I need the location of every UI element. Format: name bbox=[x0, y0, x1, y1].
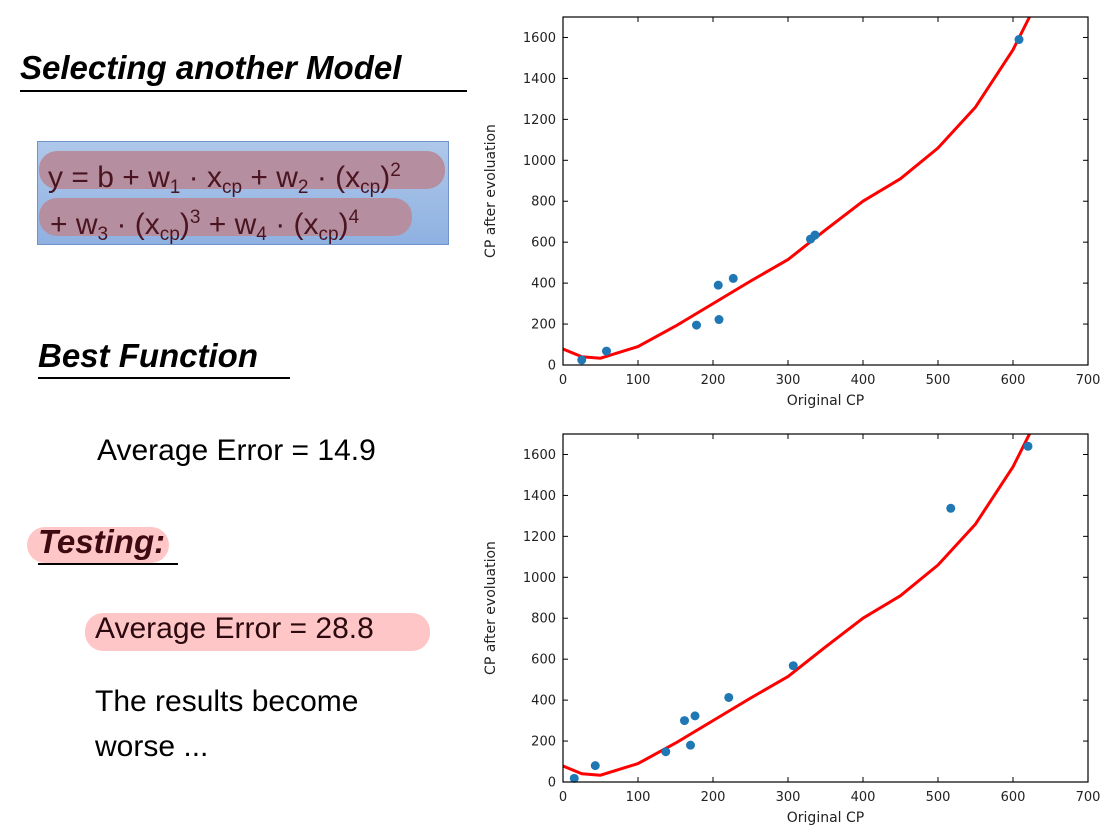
heading-best-function: Best Function bbox=[38, 337, 258, 374]
x-tick-label: 600 bbox=[1001, 373, 1026, 388]
x-tick-label: 500 bbox=[926, 373, 951, 388]
data-point bbox=[692, 320, 701, 330]
x-tick-label: 400 bbox=[851, 790, 876, 805]
y-axis-label: CP after evoluation bbox=[483, 541, 499, 675]
y-tick-label: 400 bbox=[531, 694, 556, 709]
data-point bbox=[690, 711, 700, 721]
data-point bbox=[1023, 441, 1033, 451]
y-tick-label: 1600 bbox=[523, 31, 556, 46]
y-tick-label: 800 bbox=[531, 195, 556, 210]
y-tick-label: 800 bbox=[531, 612, 556, 627]
heading-testing: Testing: bbox=[38, 523, 166, 560]
y-tick-label: 1400 bbox=[523, 72, 556, 87]
y-tick-label: 600 bbox=[531, 236, 556, 251]
x-tick-label: 300 bbox=[776, 790, 801, 805]
x-tick-label: 700 bbox=[1076, 373, 1101, 388]
data-point bbox=[1014, 35, 1024, 45]
data-point bbox=[788, 661, 798, 671]
y-tick-label: 400 bbox=[531, 277, 556, 292]
x-axis-label: Original CP bbox=[787, 810, 864, 826]
data-point bbox=[661, 747, 671, 757]
x-tick-label: 600 bbox=[1001, 790, 1026, 805]
data-point bbox=[680, 716, 689, 726]
y-tick-label: 200 bbox=[531, 318, 556, 333]
data-point bbox=[577, 355, 587, 365]
data-point bbox=[714, 315, 724, 325]
y-tick-label: 1600 bbox=[523, 448, 556, 463]
data-point bbox=[590, 761, 600, 771]
heading-best-underline bbox=[38, 377, 290, 379]
average-error-test-highlight bbox=[85, 613, 430, 651]
x-tick-label: 700 bbox=[1076, 790, 1101, 805]
data-point bbox=[810, 230, 820, 240]
x-axis-label: Original CP bbox=[787, 393, 864, 409]
plot-frame bbox=[562, 16, 1089, 366]
y-tick-label: 0 bbox=[548, 359, 556, 374]
y-axis-label: CP after evoluation bbox=[483, 124, 499, 258]
result-line-2: worse ... bbox=[95, 730, 209, 763]
data-point bbox=[713, 280, 723, 290]
x-tick-label: 0 bbox=[559, 373, 567, 388]
data-point bbox=[946, 503, 956, 513]
plot-frame bbox=[562, 433, 1089, 783]
x-tick-label: 500 bbox=[926, 790, 951, 805]
y-tick-label: 1000 bbox=[523, 571, 556, 586]
heading-testing-underline bbox=[38, 563, 178, 565]
formula-line-1: y = b + w1 · xcp + w2 · (xcp)2 bbox=[48, 160, 401, 198]
y-tick-label: 1400 bbox=[523, 489, 556, 504]
x-tick-label: 100 bbox=[626, 790, 651, 805]
data-point bbox=[686, 740, 695, 750]
x-tick-label: 300 bbox=[776, 373, 801, 388]
heading-underline bbox=[20, 90, 467, 92]
y-tick-label: 1200 bbox=[523, 113, 556, 128]
x-tick-label: 0 bbox=[559, 790, 567, 805]
heading-selecting-model: Selecting another Model bbox=[20, 49, 402, 86]
result-line-1: The results become bbox=[95, 685, 359, 718]
data-point bbox=[724, 692, 734, 702]
formula-highlight-2 bbox=[39, 198, 412, 236]
data-point bbox=[569, 773, 579, 783]
formula-line-2: + w3 · (xcp)3 + w4 · (xcp)4 bbox=[50, 207, 360, 245]
y-tick-label: 200 bbox=[531, 735, 556, 750]
testing-highlight bbox=[27, 527, 169, 563]
formula-highlight-1 bbox=[39, 151, 445, 189]
data-point bbox=[602, 346, 611, 356]
x-tick-label: 200 bbox=[701, 790, 726, 805]
y-tick-label: 1200 bbox=[523, 530, 556, 545]
fit-curve bbox=[563, 17, 1031, 360]
data-point bbox=[728, 273, 738, 283]
average-error-train: Average Error = 14.9 bbox=[97, 434, 376, 467]
y-tick-label: 0 bbox=[548, 776, 556, 791]
y-tick-label: 600 bbox=[531, 653, 556, 668]
x-tick-label: 100 bbox=[626, 373, 651, 388]
x-tick-label: 400 bbox=[851, 373, 876, 388]
average-error-test: Average Error = 28.8 bbox=[95, 612, 374, 645]
x-tick-label: 200 bbox=[701, 373, 726, 388]
fit-curve bbox=[563, 434, 1031, 777]
y-tick-label: 1000 bbox=[523, 154, 556, 169]
